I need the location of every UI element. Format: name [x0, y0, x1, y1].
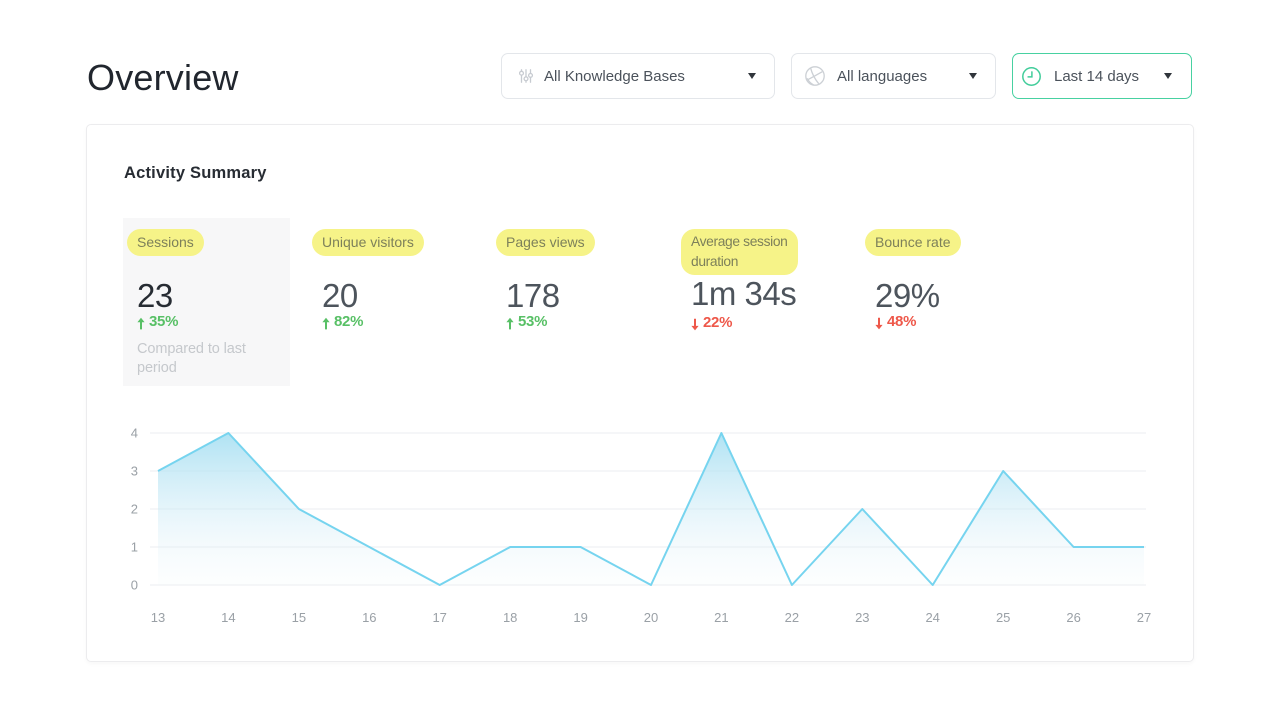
svg-text:22: 22: [785, 610, 799, 625]
svg-text:19: 19: [573, 610, 587, 625]
svg-text:15: 15: [292, 610, 306, 625]
svg-text:13: 13: [151, 610, 165, 625]
svg-text:25: 25: [996, 610, 1010, 625]
svg-text:17: 17: [432, 610, 446, 625]
svg-text:20: 20: [644, 610, 658, 625]
svg-text:0: 0: [131, 578, 138, 593]
svg-text:3: 3: [131, 464, 138, 479]
svg-text:18: 18: [503, 610, 517, 625]
svg-text:27: 27: [1137, 610, 1151, 625]
svg-text:2: 2: [131, 502, 138, 517]
svg-text:1: 1: [131, 540, 138, 555]
svg-text:26: 26: [1066, 610, 1080, 625]
svg-text:24: 24: [925, 610, 939, 625]
svg-text:4: 4: [131, 426, 138, 441]
svg-text:14: 14: [221, 610, 235, 625]
svg-text:23: 23: [855, 610, 869, 625]
svg-text:21: 21: [714, 610, 728, 625]
svg-text:16: 16: [362, 610, 376, 625]
